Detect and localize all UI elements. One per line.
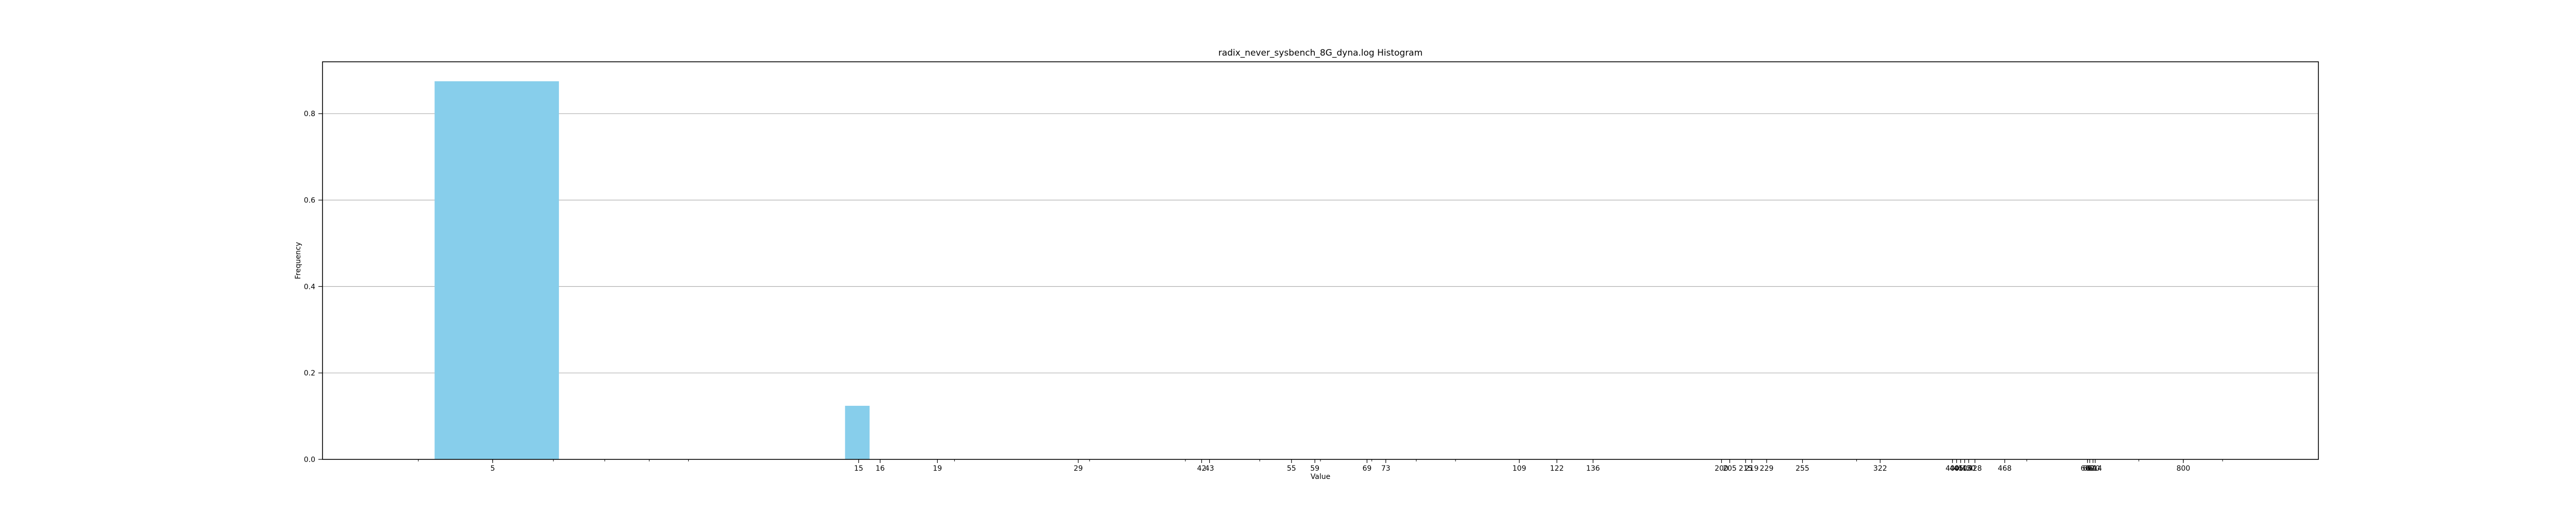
x-tick-label: 400 [1945, 465, 1959, 473]
x-tick-label: 468 [1998, 465, 2012, 473]
x-tick-label: 122 [1550, 465, 1564, 473]
x-tick-label: 420 [1962, 465, 1976, 473]
x-tick-label: 43 [1205, 465, 1214, 473]
y-tick-label: 0.4 [304, 283, 315, 291]
x-tick-label: 219 [1745, 465, 1759, 473]
x-tick-label: 109 [1513, 465, 1527, 473]
y-axis-label: Frequency [294, 242, 302, 279]
x-tick-label: 610 [2086, 465, 2100, 473]
x-tick-label: 16 [875, 465, 885, 473]
x-tick-label: 405 [1950, 465, 1963, 473]
x-tick-label: 428 [1968, 465, 1982, 473]
y-tick-label: 0.0 [304, 456, 315, 464]
y-tick-label: 0.8 [304, 110, 315, 118]
histogram-bar [434, 81, 559, 459]
x-tick-label: 600 [2080, 465, 2094, 473]
x-tick-label: 19 [933, 465, 942, 473]
x-tick-label: 229 [1760, 465, 1774, 473]
grid-lines [323, 113, 2318, 373]
x-tick-label: 29 [1074, 465, 1083, 473]
x-tick-label: 200 [1715, 465, 1728, 473]
x-tick-label: 15 [854, 465, 863, 473]
x-tick-label: 5 [490, 465, 495, 473]
x-tick-label: 59 [1310, 465, 1319, 473]
x-tick-label: 69 [1362, 465, 1371, 473]
x-tick-label: 73 [1381, 465, 1391, 473]
y-tick-label: 0.6 [304, 197, 315, 205]
y-tick-label: 0.2 [304, 369, 315, 377]
x-tick-label: 800 [2176, 465, 2190, 473]
histogram-bar [845, 405, 870, 459]
bars [434, 81, 870, 459]
x-tick-label: 205 [1723, 465, 1737, 473]
y-axis-ticks: 0.0 0.2 0.4 0.6 0.8 [304, 110, 323, 464]
x-tick-label: 255 [1795, 465, 1809, 473]
x-axis-label: Value [1311, 473, 1330, 481]
x-tick-label: 55 [1287, 465, 1296, 473]
x-tick-label: 604 [2083, 465, 2097, 473]
x-tick-label: 322 [1873, 465, 1887, 473]
x-tick-label: 136 [1586, 465, 1600, 473]
chart-title: radix_never_sysbench_8G_dyna.log Histogr… [1218, 48, 1423, 58]
x-tick-label: 410 [1954, 465, 1968, 473]
x-tick-label: 614 [2088, 465, 2102, 473]
x-tick-label: 42 [1197, 465, 1206, 473]
x-tick-label: 415 [1958, 465, 1972, 473]
x-tick-label: 215 [1739, 465, 1753, 473]
